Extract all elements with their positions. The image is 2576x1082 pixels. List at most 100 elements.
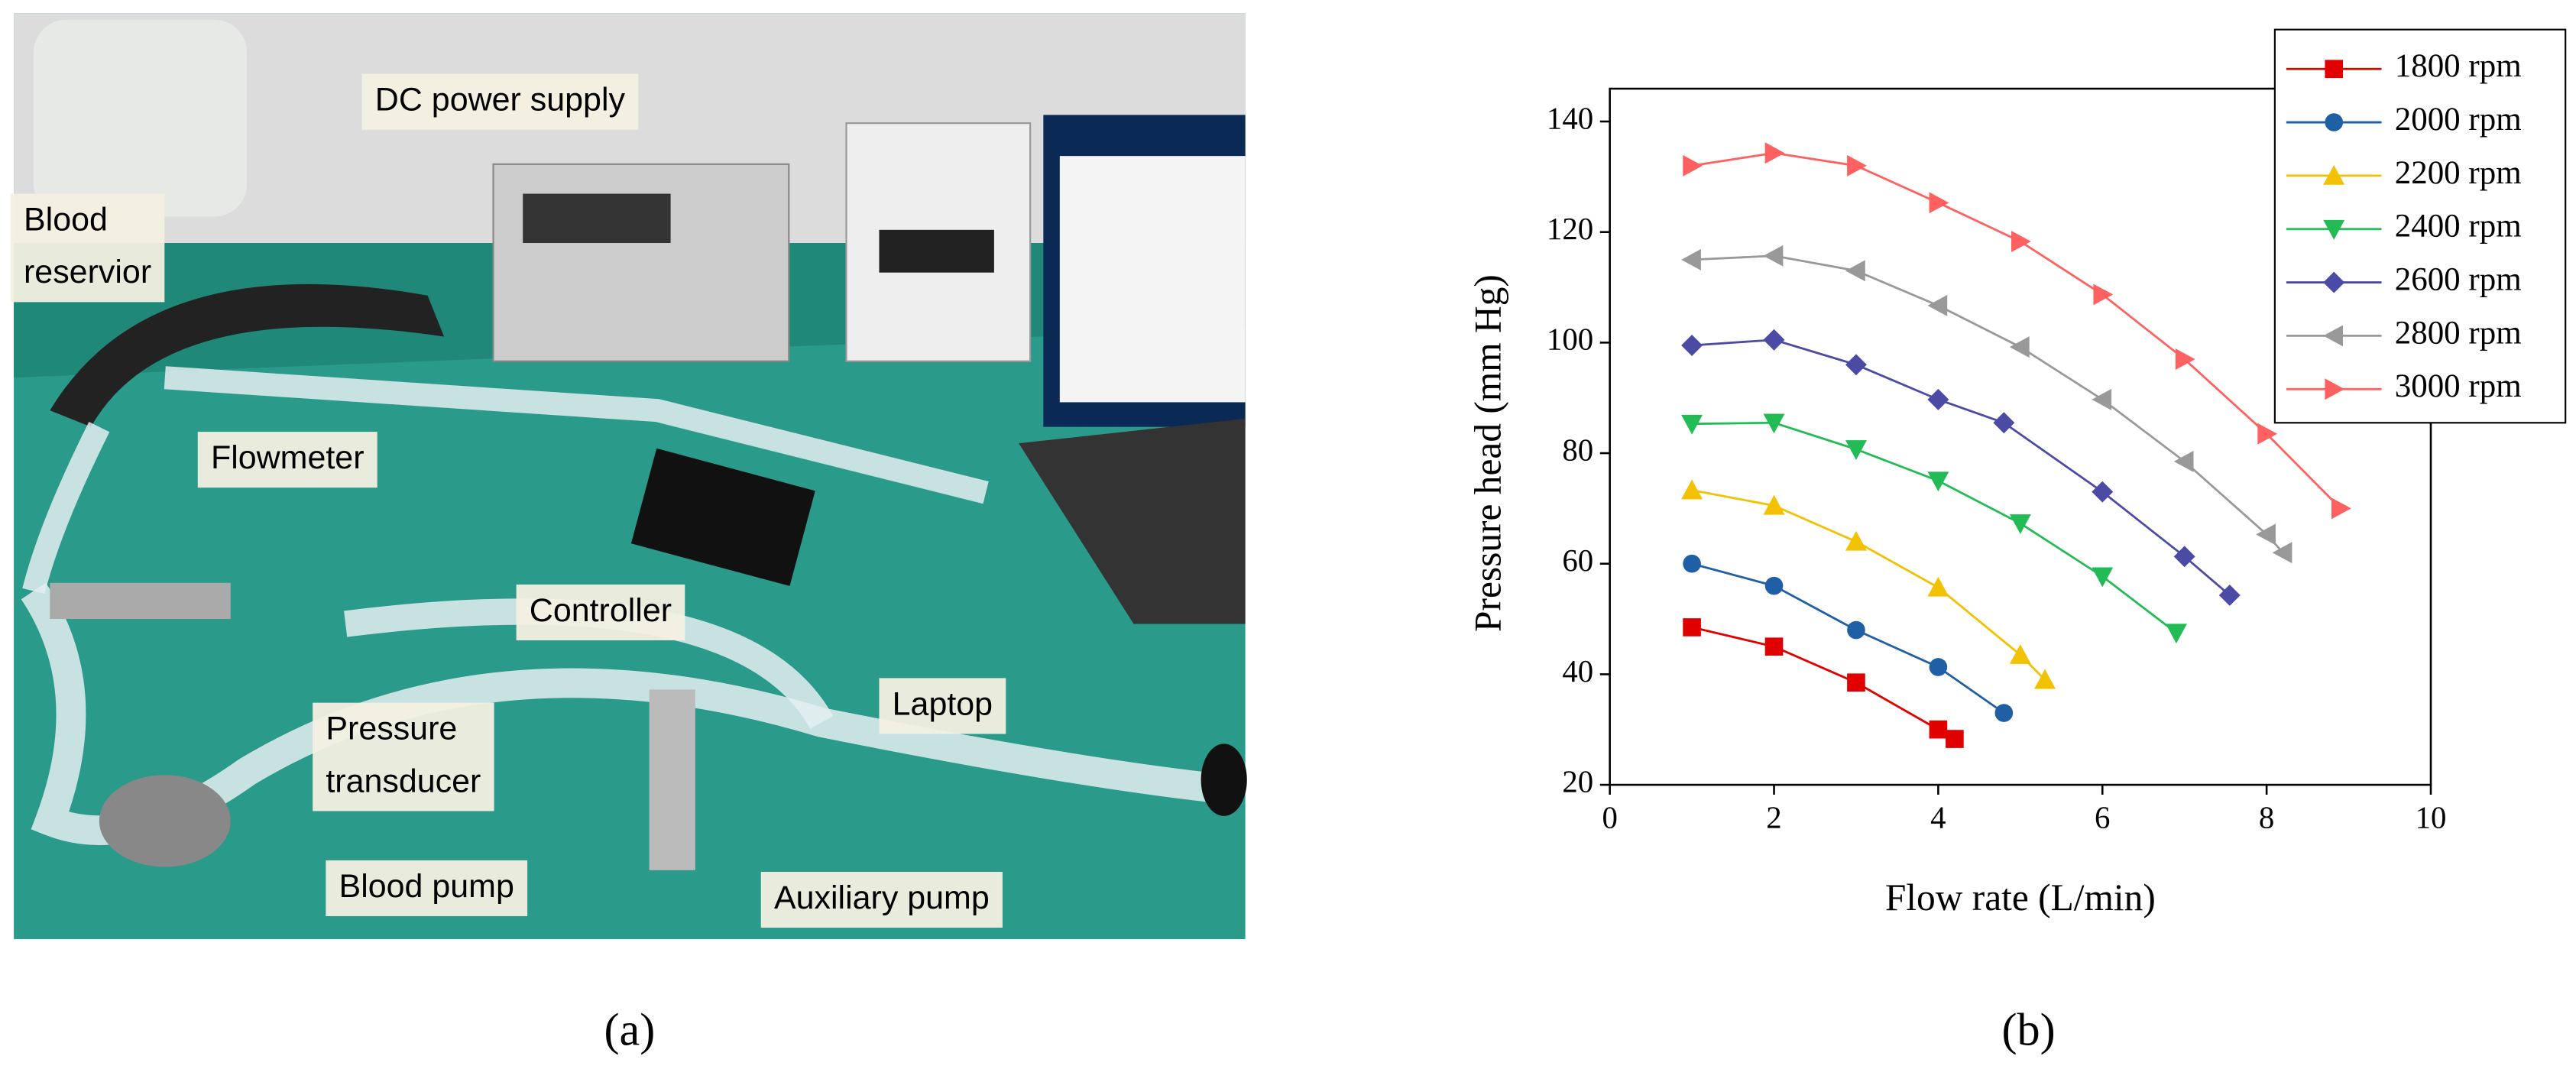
marker xyxy=(1847,154,1867,177)
marker xyxy=(1763,245,1784,267)
marker xyxy=(1845,530,1867,551)
marker xyxy=(1845,260,1865,282)
series-line xyxy=(1691,489,2046,681)
marker xyxy=(2257,423,2278,445)
legend-label: 2200 rpm xyxy=(2395,155,2522,191)
photo-laptop-base xyxy=(1019,418,1246,624)
series xyxy=(1683,618,1964,748)
photo-aux-pump xyxy=(1201,743,1247,816)
marker xyxy=(2175,348,2195,371)
marker xyxy=(2092,481,2114,503)
marker xyxy=(1929,720,1948,739)
photo-label: Auxiliary pump xyxy=(760,871,1003,928)
caption: (a) xyxy=(604,1004,655,1055)
photo-label: Controller xyxy=(516,584,685,640)
x-axis-title: Flow rate (L/min) xyxy=(1885,876,2156,918)
photo-label: DC power supply xyxy=(361,73,639,130)
series-line xyxy=(1692,421,2177,634)
marker xyxy=(2272,542,2292,564)
series xyxy=(1681,245,2292,564)
y-tick-label: 120 xyxy=(1547,212,1593,246)
series xyxy=(1681,413,2187,644)
label-background xyxy=(197,432,377,488)
y-tick-label: 140 xyxy=(1547,101,1593,135)
x-tick-label: 4 xyxy=(1930,801,1946,835)
caption: (b) xyxy=(2001,1004,2055,1055)
marker xyxy=(1763,329,1785,351)
marker xyxy=(1681,414,1703,435)
label-text: Auxiliary pump xyxy=(774,880,990,916)
photo-label: Blood reservior xyxy=(10,193,165,303)
label-text: Pressure xyxy=(326,711,457,747)
marker xyxy=(2092,567,2114,588)
photo-laptop-window xyxy=(1059,156,1246,403)
marker xyxy=(1683,618,1701,637)
marker xyxy=(2093,283,2114,306)
marker xyxy=(1681,335,1703,356)
label-background xyxy=(361,73,639,130)
label-text: Blood xyxy=(24,201,108,238)
label-text: Controller xyxy=(530,592,672,629)
marker xyxy=(1764,576,1784,595)
marker xyxy=(1764,637,1784,656)
label-background xyxy=(879,678,1006,734)
marker xyxy=(1927,294,1948,316)
legend-marker xyxy=(2325,378,2345,400)
marker xyxy=(1994,704,2014,722)
series xyxy=(1683,554,2014,722)
photo-label: Flowmeter xyxy=(197,432,377,488)
legend-label: 3000 rpm xyxy=(2395,368,2522,404)
label-text: Laptop xyxy=(893,685,993,722)
marker xyxy=(2009,644,2031,664)
photo-controller xyxy=(630,448,815,586)
label-text: reservior xyxy=(24,254,151,290)
marker xyxy=(2165,624,2187,644)
marker xyxy=(1683,554,1701,573)
x-tick-label: 2 xyxy=(1766,801,1781,835)
marker xyxy=(1927,471,1949,492)
legend-marker xyxy=(2323,325,2344,347)
marker xyxy=(1845,440,1867,460)
y-tick-label: 20 xyxy=(1562,764,1593,799)
y-tick-label: 100 xyxy=(1547,322,1593,357)
marker xyxy=(2092,388,2112,410)
marker xyxy=(1927,388,1949,410)
legend-label: 2600 rpm xyxy=(2395,261,2522,297)
series xyxy=(1681,329,2241,606)
photo-stand xyxy=(50,283,445,427)
y-tick-label: 80 xyxy=(1562,432,1593,467)
photo-labels: Blood reservior DC power supply Flowmeter Co… xyxy=(10,73,1006,928)
label-background xyxy=(10,193,165,303)
y-axis-title: Pressure head (mm Hg) xyxy=(1466,274,1508,632)
photo-reservoir xyxy=(33,19,248,217)
marker xyxy=(1763,413,1785,434)
marker xyxy=(1681,248,1701,270)
x-tick-label: 0 xyxy=(1602,801,1617,835)
legend-marker xyxy=(2325,60,2344,79)
legend-label: 2000 rpm xyxy=(2395,102,2522,138)
photo xyxy=(14,13,1247,940)
marker xyxy=(1764,142,1785,164)
label-text: DC power supply xyxy=(375,82,626,118)
marker xyxy=(2009,514,2031,534)
marker xyxy=(2011,231,2031,252)
x-tick-label: 6 xyxy=(2095,801,2110,835)
marker xyxy=(1763,494,1785,515)
x-tick-label: 10 xyxy=(2416,801,2447,835)
label-text: Blood pump xyxy=(339,868,514,905)
photo-transducer-2 xyxy=(649,689,695,870)
label-background xyxy=(760,871,1003,928)
series xyxy=(1683,142,2351,520)
photo-transducer xyxy=(50,582,231,620)
marker xyxy=(2034,669,2056,689)
marker xyxy=(1845,354,1867,376)
marker xyxy=(1927,576,1949,597)
photo-display-2 xyxy=(879,229,994,273)
plot-frame xyxy=(1609,87,2432,786)
marker xyxy=(1683,154,1703,177)
legend-marker xyxy=(2323,164,2345,185)
label-background xyxy=(313,702,494,812)
photo-display xyxy=(523,193,671,244)
series xyxy=(1681,479,2056,689)
